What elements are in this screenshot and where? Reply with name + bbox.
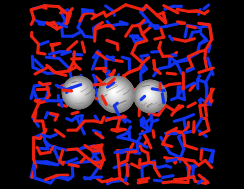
Circle shape xyxy=(108,86,121,99)
Circle shape xyxy=(75,89,77,91)
Circle shape xyxy=(134,80,166,112)
Circle shape xyxy=(75,89,78,92)
Circle shape xyxy=(103,82,127,106)
Circle shape xyxy=(142,88,155,101)
Circle shape xyxy=(76,90,77,91)
Circle shape xyxy=(69,83,86,100)
Circle shape xyxy=(62,77,95,109)
Circle shape xyxy=(107,85,123,101)
Circle shape xyxy=(67,81,88,102)
Circle shape xyxy=(98,77,134,112)
Circle shape xyxy=(141,87,157,103)
Circle shape xyxy=(112,90,116,94)
Circle shape xyxy=(105,83,125,104)
Circle shape xyxy=(147,94,149,95)
Circle shape xyxy=(143,89,155,101)
Circle shape xyxy=(63,77,94,108)
Circle shape xyxy=(135,81,165,111)
Circle shape xyxy=(99,77,133,111)
Circle shape xyxy=(101,79,131,109)
Circle shape xyxy=(102,80,130,108)
Circle shape xyxy=(138,84,162,108)
Circle shape xyxy=(105,84,125,103)
Circle shape xyxy=(144,90,153,99)
Circle shape xyxy=(68,82,87,101)
Circle shape xyxy=(67,81,89,103)
Circle shape xyxy=(70,84,85,99)
Circle shape xyxy=(137,84,162,108)
Circle shape xyxy=(109,87,120,98)
Circle shape xyxy=(74,88,79,93)
Circle shape xyxy=(72,87,81,95)
Circle shape xyxy=(64,78,93,107)
Circle shape xyxy=(73,88,80,94)
Circle shape xyxy=(98,77,134,112)
Circle shape xyxy=(143,89,154,100)
Circle shape xyxy=(110,88,119,97)
Circle shape xyxy=(64,78,92,106)
Circle shape xyxy=(71,85,83,97)
Circle shape xyxy=(109,87,121,99)
Circle shape xyxy=(68,82,87,101)
Circle shape xyxy=(72,86,82,96)
Circle shape xyxy=(62,77,95,109)
Circle shape xyxy=(147,93,149,95)
Circle shape xyxy=(102,81,129,107)
Circle shape xyxy=(139,85,160,106)
Circle shape xyxy=(112,90,116,94)
Circle shape xyxy=(70,84,84,98)
Circle shape xyxy=(134,80,166,112)
Circle shape xyxy=(106,84,124,102)
Circle shape xyxy=(102,80,130,108)
Circle shape xyxy=(145,91,152,98)
Circle shape xyxy=(107,85,122,101)
Circle shape xyxy=(104,83,126,104)
Circle shape xyxy=(140,86,158,105)
Circle shape xyxy=(137,83,163,109)
Circle shape xyxy=(113,91,114,92)
Circle shape xyxy=(104,82,127,105)
Circle shape xyxy=(142,88,157,103)
Circle shape xyxy=(65,79,91,105)
Circle shape xyxy=(146,92,150,96)
Circle shape xyxy=(113,91,115,93)
Circle shape xyxy=(68,81,88,102)
Circle shape xyxy=(66,80,90,104)
Circle shape xyxy=(141,87,158,104)
Circle shape xyxy=(136,82,164,111)
Circle shape xyxy=(74,88,79,93)
Circle shape xyxy=(100,78,132,110)
Circle shape xyxy=(140,86,159,105)
Circle shape xyxy=(144,90,153,100)
Circle shape xyxy=(145,91,152,98)
Circle shape xyxy=(69,83,85,99)
Circle shape xyxy=(63,77,93,107)
Circle shape xyxy=(101,79,132,110)
Circle shape xyxy=(146,92,151,97)
Circle shape xyxy=(138,84,161,107)
Circle shape xyxy=(103,81,128,106)
Circle shape xyxy=(137,83,163,109)
Circle shape xyxy=(99,77,134,112)
Circle shape xyxy=(136,82,164,110)
Circle shape xyxy=(71,85,83,98)
Circle shape xyxy=(111,89,118,96)
Circle shape xyxy=(139,85,160,106)
Circle shape xyxy=(110,88,118,97)
Circle shape xyxy=(108,86,122,100)
Circle shape xyxy=(147,93,150,96)
Circle shape xyxy=(135,81,166,112)
Circle shape xyxy=(142,88,156,102)
Circle shape xyxy=(111,89,117,95)
Circle shape xyxy=(65,79,92,106)
Circle shape xyxy=(73,87,81,94)
Circle shape xyxy=(71,86,82,96)
Circle shape xyxy=(66,80,90,104)
